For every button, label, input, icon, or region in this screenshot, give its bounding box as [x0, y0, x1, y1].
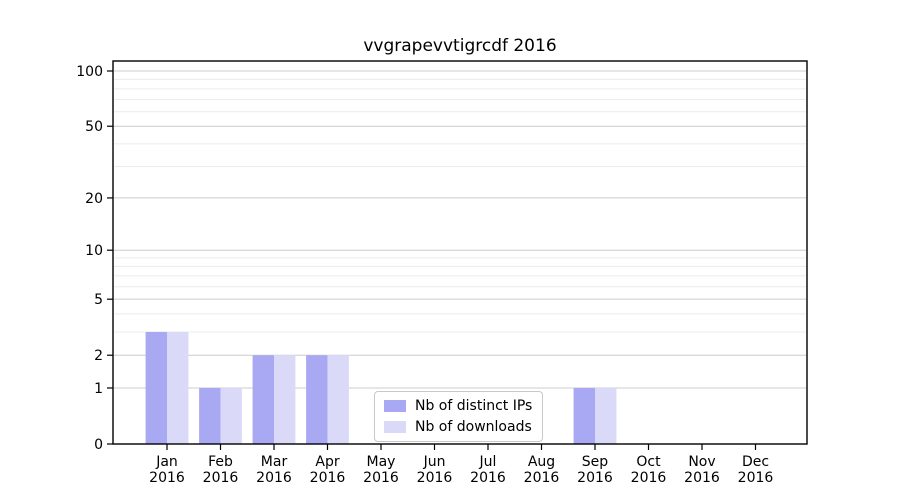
y-tick-label: 10	[85, 243, 103, 259]
bar-apr-series0	[306, 355, 328, 444]
x-tick-label-month: Jan	[155, 454, 178, 470]
x-tick-label-year: 2016	[577, 470, 613, 486]
x-tick-label-year: 2016	[203, 470, 239, 486]
plot-border	[112, 60, 808, 445]
bar-jan-series0	[145, 331, 167, 444]
y-tick-label: 50	[85, 119, 103, 135]
x-tick-label-year: 2016	[738, 470, 774, 486]
bar-sep-series1	[595, 387, 617, 444]
x-tick-label-year: 2016	[417, 470, 453, 486]
x-tick-label-year: 2016	[524, 470, 560, 486]
x-tick-label-month: Dec	[742, 454, 769, 470]
x-tick-label-month: May	[367, 454, 396, 470]
bar-jan-series1	[167, 331, 189, 444]
x-tick-label-month: Mar	[261, 454, 288, 470]
legend-label-downloads: Nb of downloads	[415, 419, 532, 435]
bar-feb-series1	[220, 387, 242, 444]
bar-apr-series1	[327, 355, 349, 444]
legend-label-distinct-ips: Nb of distinct IPs	[415, 398, 533, 414]
bar-mar-series0	[252, 355, 274, 444]
x-tick-label-year: 2016	[310, 470, 346, 486]
legend-entry-distinct-ips: Nb of distinct IPs	[384, 398, 532, 414]
y-tick-label: 20	[85, 191, 103, 207]
x-tick-label-month: Feb	[208, 454, 233, 470]
x-tick-label-year: 2016	[149, 470, 185, 486]
y-tick-label: 5	[94, 292, 103, 308]
x-tick-label-month: Jun	[423, 454, 446, 470]
x-tick-label-month: Oct	[636, 454, 661, 470]
legend-entry-downloads: Nb of downloads	[384, 419, 532, 435]
x-tick-label-year: 2016	[363, 470, 399, 486]
x-tick-label-month: Sep	[582, 454, 609, 470]
legend-swatch-downloads-icon	[384, 421, 406, 433]
x-tick-label-year: 2016	[631, 470, 667, 486]
x-tick-label-year: 2016	[470, 470, 506, 486]
x-tick-label-year: 2016	[684, 470, 720, 486]
bar-mar-series1	[274, 355, 296, 444]
x-tick-label-month: Jul	[479, 454, 497, 470]
y-tick-label: 100	[76, 64, 103, 80]
x-tick-label-year: 2016	[256, 470, 292, 486]
x-tick-label-month: Aug	[528, 454, 555, 470]
y-tick-label: 1	[94, 381, 103, 397]
legend: Nb of distinct IPs Nb of downloads	[374, 391, 544, 442]
y-tick-label: 2	[94, 348, 103, 364]
y-tick-label: 0	[94, 437, 103, 453]
chart-title: vvgrapevvtigrcdf 2016	[363, 36, 557, 56]
x-tick-label-month: Apr	[315, 454, 339, 470]
bar-feb-series0	[199, 387, 221, 444]
x-tick-label-month: Nov	[688, 454, 715, 470]
legend-swatch-distinct-ips-icon	[384, 400, 406, 412]
bar-sep-series0	[573, 387, 595, 444]
